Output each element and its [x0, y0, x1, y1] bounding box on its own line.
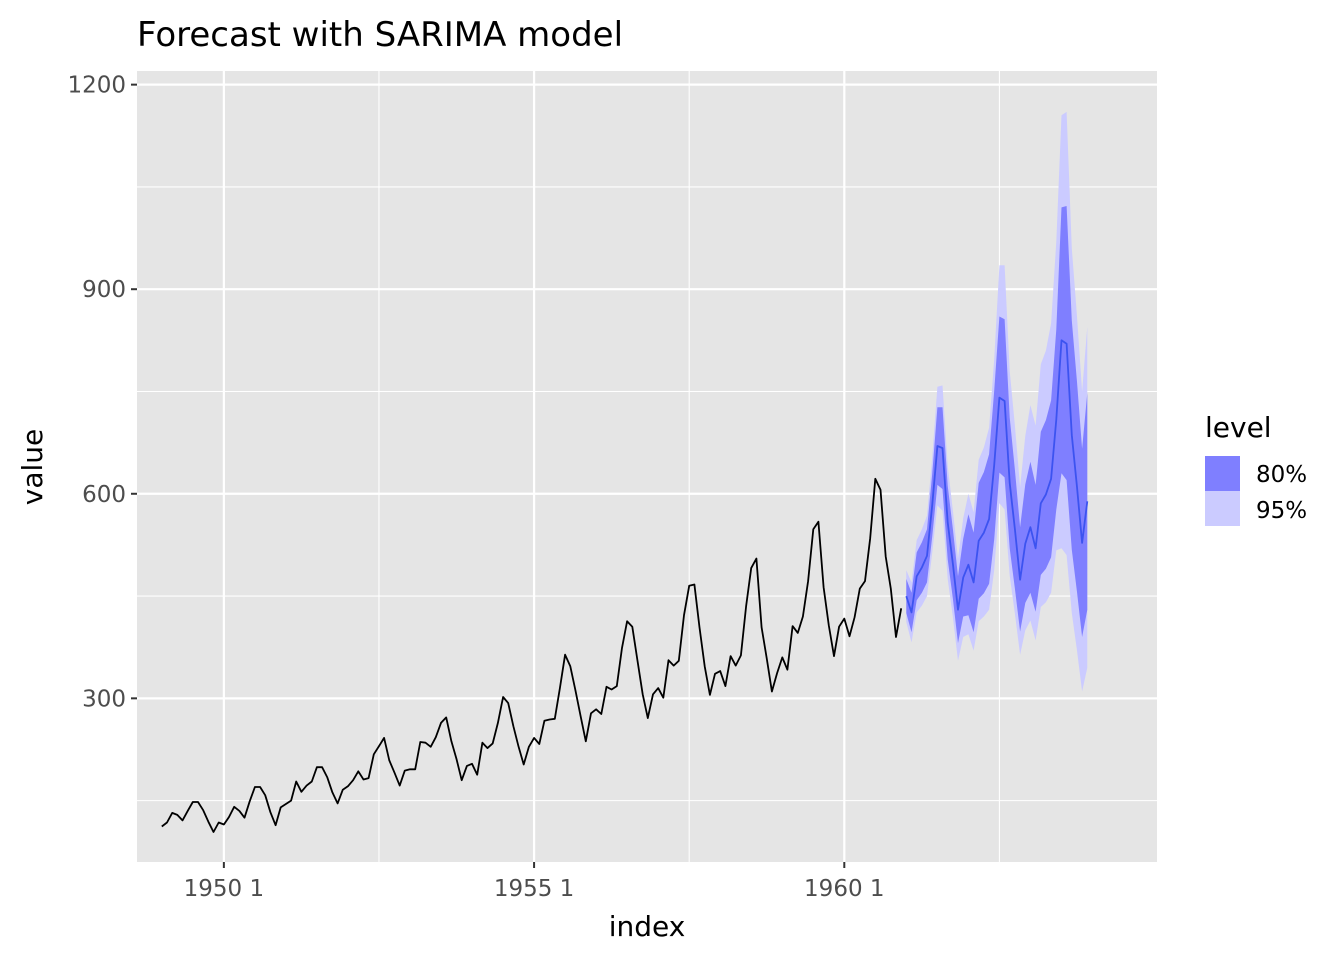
- legend-label-95: 95%: [1256, 498, 1307, 524]
- chart-title: Forecast with SARIMA model: [137, 15, 623, 55]
- legend-swatch-95: [1205, 491, 1240, 526]
- legend-swatch-80: [1205, 456, 1240, 491]
- y-tick-label: 600: [82, 482, 126, 508]
- x-tick-label: 1955 1: [494, 876, 574, 902]
- forecast-mean-line: [905, 339, 1089, 614]
- y-axis-title: value: [16, 429, 49, 505]
- y-tick-label: 1200: [67, 73, 126, 99]
- x-axis: 1950 1 1955 1 1960 1: [184, 862, 885, 902]
- y-tick-label: 900: [82, 277, 126, 303]
- legend: level 80% 95%: [1205, 411, 1307, 526]
- grid-major: [137, 71, 1157, 862]
- legend-label-80: 80%: [1256, 462, 1307, 488]
- y-axis: 300 600 900 1200: [67, 73, 137, 712]
- history-line: [161, 477, 903, 833]
- grid-minor: [137, 71, 1157, 862]
- y-tick-label: 300: [82, 686, 126, 712]
- series-lines: [161, 339, 1089, 833]
- x-axis-title: index: [609, 910, 686, 943]
- x-tick-label: 1950 1: [184, 876, 264, 902]
- legend-title: level: [1205, 411, 1272, 444]
- x-tick-label: 1960 1: [804, 876, 884, 902]
